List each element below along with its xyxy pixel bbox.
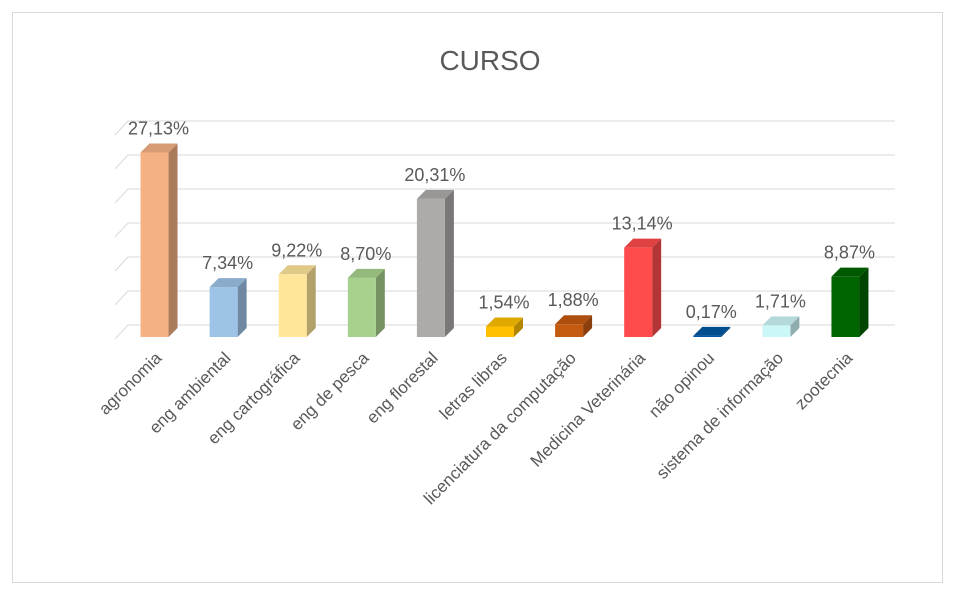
bar-side	[859, 267, 869, 337]
bar	[693, 335, 722, 337]
data-label: 1,54%	[478, 293, 529, 313]
bar-side	[583, 315, 593, 337]
bar-top	[831, 267, 869, 277]
bar-top	[693, 326, 731, 336]
data-label: 9,22%	[271, 240, 322, 260]
grid-line	[114, 154, 895, 170]
data-label: 1,88%	[548, 290, 599, 310]
data-label: 8,70%	[340, 244, 391, 264]
bar-side	[652, 238, 662, 337]
bar-top	[347, 268, 385, 278]
data-label: 7,34%	[202, 253, 253, 273]
bar-top	[762, 316, 800, 326]
bar-side	[375, 268, 385, 337]
bar-top	[555, 315, 593, 325]
bar-side	[306, 265, 316, 337]
data-label: 0,17%	[686, 302, 737, 322]
grid-line	[114, 222, 895, 238]
bar-side	[721, 326, 731, 337]
data-label: 20,31%	[404, 165, 465, 185]
bar	[209, 287, 238, 337]
bar-top	[486, 317, 523, 327]
data-label: 1,71%	[755, 291, 806, 311]
bar-top	[624, 238, 662, 248]
bar	[762, 325, 791, 337]
grid-line	[114, 188, 895, 204]
bar	[555, 324, 584, 337]
grid-line	[114, 120, 895, 136]
bar	[416, 198, 445, 337]
bar-side	[444, 189, 454, 337]
chart-title: CURSO	[439, 45, 540, 76]
data-label: 8,87%	[824, 243, 875, 263]
bar-top	[416, 189, 454, 199]
data-label: 13,14%	[612, 214, 673, 234]
bar	[486, 326, 514, 337]
data-label: 27,13%	[128, 119, 189, 139]
bar-side	[237, 278, 247, 337]
bar	[347, 277, 376, 337]
bar-side	[790, 316, 800, 337]
bar	[831, 276, 860, 337]
bar-top	[209, 278, 247, 288]
bar-side	[514, 317, 523, 337]
bar-top	[278, 265, 316, 275]
bar	[140, 152, 169, 337]
bar-top	[140, 143, 178, 153]
bar	[278, 274, 307, 337]
bar	[624, 247, 653, 337]
bar-side	[168, 143, 178, 337]
